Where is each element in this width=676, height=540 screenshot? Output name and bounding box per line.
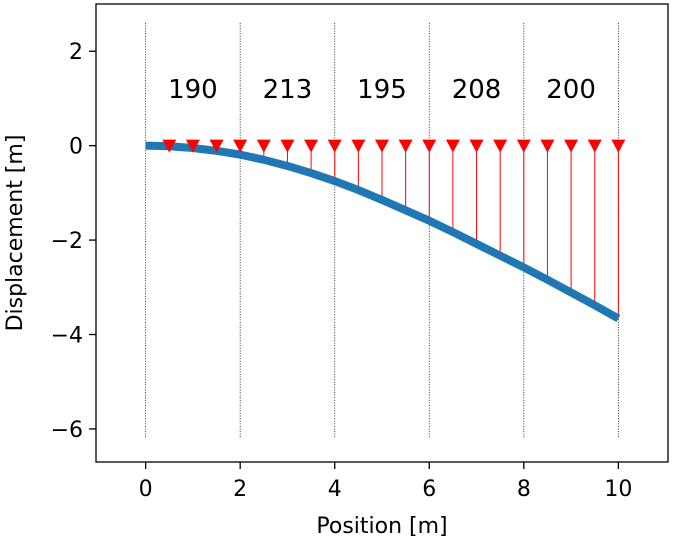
load-marker bbox=[587, 139, 602, 153]
load-marker bbox=[422, 139, 437, 153]
load-marker bbox=[280, 139, 295, 153]
x-tick-label: 8 bbox=[517, 477, 531, 502]
x-axis-ticks: 0 2 4 6 8 10 bbox=[139, 462, 632, 502]
load-marker bbox=[185, 139, 200, 153]
load-marker bbox=[256, 139, 271, 153]
load-marker bbox=[375, 139, 389, 153]
x-tick-label: 6 bbox=[422, 477, 436, 502]
y-tick-label: −4 bbox=[51, 324, 83, 349]
segment-label: 195 bbox=[357, 75, 407, 105]
load-marker bbox=[516, 139, 531, 153]
load-marker bbox=[445, 139, 460, 153]
load-marker bbox=[351, 139, 366, 153]
load-markers bbox=[162, 139, 626, 153]
x-tick-label: 2 bbox=[233, 477, 247, 502]
y-tick-label: −2 bbox=[51, 229, 83, 254]
y-tick-label: 2 bbox=[69, 40, 83, 65]
segment-labels: 190 213 195 208 200 bbox=[168, 75, 596, 105]
load-marker bbox=[564, 139, 579, 153]
segment-boundary-lines bbox=[145, 22, 619, 439]
x-tick-label: 0 bbox=[139, 477, 153, 502]
load-marker bbox=[398, 139, 413, 153]
y-tick-label: −6 bbox=[51, 418, 83, 443]
segment-label: 213 bbox=[263, 75, 313, 105]
load-marker bbox=[327, 139, 342, 153]
load-marker bbox=[304, 139, 319, 153]
displacement-curve bbox=[145, 141, 621, 322]
load-marker bbox=[233, 139, 248, 153]
x-axis-label: Position [m] bbox=[316, 514, 447, 539]
y-tick-label: 0 bbox=[69, 135, 83, 160]
load-marker bbox=[469, 139, 484, 153]
y-axis-label: Displacement [m] bbox=[3, 135, 28, 332]
load-marker bbox=[540, 139, 555, 153]
segment-label: 200 bbox=[546, 75, 596, 105]
displacement-curve-group bbox=[145, 141, 621, 322]
segment-label: 208 bbox=[452, 75, 502, 105]
load-marker bbox=[493, 139, 508, 153]
segment-label: 190 bbox=[168, 75, 218, 105]
load-stems bbox=[168, 145, 619, 319]
load-marker bbox=[162, 139, 177, 153]
load-marker bbox=[209, 139, 224, 153]
plot-frame bbox=[95, 3, 669, 463]
x-tick-label: 4 bbox=[328, 477, 342, 502]
y-axis-ticks: 2 0 −2 −4 −6 bbox=[51, 40, 96, 443]
x-tick-label: 10 bbox=[604, 477, 632, 502]
load-marker bbox=[611, 139, 626, 153]
